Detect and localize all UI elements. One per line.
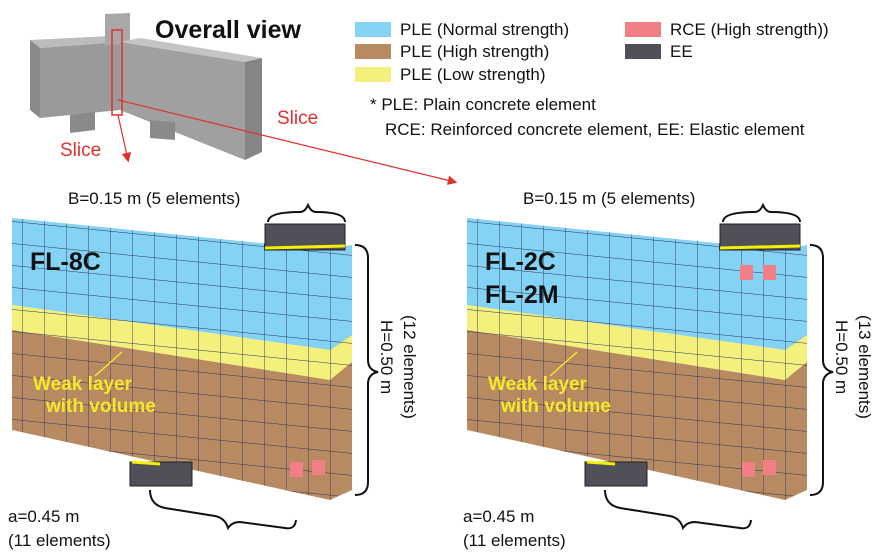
legend-swatch xyxy=(625,22,661,37)
mesh xyxy=(330,245,352,500)
height-label: H=0.50 m xyxy=(832,320,851,394)
legend-swatch xyxy=(355,44,391,59)
load-line xyxy=(720,246,800,248)
fe-model: B=0.15 m (5 elements) FL-8C Weak layerwith… xyxy=(8,189,419,550)
model-label: FL-8C xyxy=(30,248,101,276)
model-label: FL-2C xyxy=(485,248,556,276)
legend-label: EE xyxy=(670,42,693,61)
width-label: B=0.15 m (5 elements) xyxy=(68,189,240,208)
bracket xyxy=(268,205,345,222)
legend-note: * PLE: Plain concrete element xyxy=(370,95,596,114)
model-label: FL-2M xyxy=(485,281,559,309)
legend-label: PLE (High strength) xyxy=(400,42,549,61)
length-label: a=0.45 m xyxy=(463,507,534,526)
legend-swatch xyxy=(625,44,661,59)
height-label: H=0.50 m xyxy=(377,320,396,394)
legend-swatch xyxy=(355,67,391,82)
bracket xyxy=(605,490,751,528)
ee-block xyxy=(585,462,647,486)
rce-element xyxy=(740,265,753,280)
slice-label: Slice xyxy=(60,140,101,161)
weak-layer-label: with volume xyxy=(45,396,156,417)
length-label: a=0.45 m xyxy=(8,507,79,526)
bracket xyxy=(723,205,800,222)
legend-label: PLE (Normal strength) xyxy=(400,20,569,39)
rce-element xyxy=(763,460,776,475)
length-elements: (11 elements) xyxy=(463,531,566,550)
length-elements: (11 elements) xyxy=(8,531,111,550)
rce-element xyxy=(763,265,776,280)
weak-layer-label: with volume xyxy=(500,396,611,417)
width-label: B=0.15 m (5 elements) xyxy=(523,189,695,208)
height-elements: (13 elements) xyxy=(855,315,872,419)
bracket xyxy=(150,490,296,528)
slice-label: Slice xyxy=(277,108,318,129)
bracket xyxy=(810,245,833,495)
bracket xyxy=(355,245,378,495)
rce-element xyxy=(742,462,755,477)
rce-element xyxy=(290,462,303,477)
legend-label: PLE (Low strength) xyxy=(400,65,546,84)
legend-label: RCE (High strength)) xyxy=(670,20,829,39)
legend-note: RCE: Reinforced concrete element, EE: El… xyxy=(385,120,805,139)
weak-layer-label: Weak layer xyxy=(488,374,588,395)
ee-block xyxy=(130,462,192,486)
legend-swatch xyxy=(355,22,391,37)
height-elements: (12 elements) xyxy=(400,315,419,419)
weak-layer-label: Weak layer xyxy=(33,374,133,395)
load-line xyxy=(265,246,345,248)
overall-title: Overall view xyxy=(155,16,301,44)
mesh xyxy=(785,245,807,500)
support-line xyxy=(132,462,160,464)
figure: Overall view Slice Slice * PLE: Plain co… xyxy=(0,0,872,554)
fe-model: B=0.15 m (5 elements) FL-2C FL-2M Weak laye… xyxy=(463,189,872,550)
rce-element xyxy=(312,460,325,475)
support-line xyxy=(587,462,615,464)
